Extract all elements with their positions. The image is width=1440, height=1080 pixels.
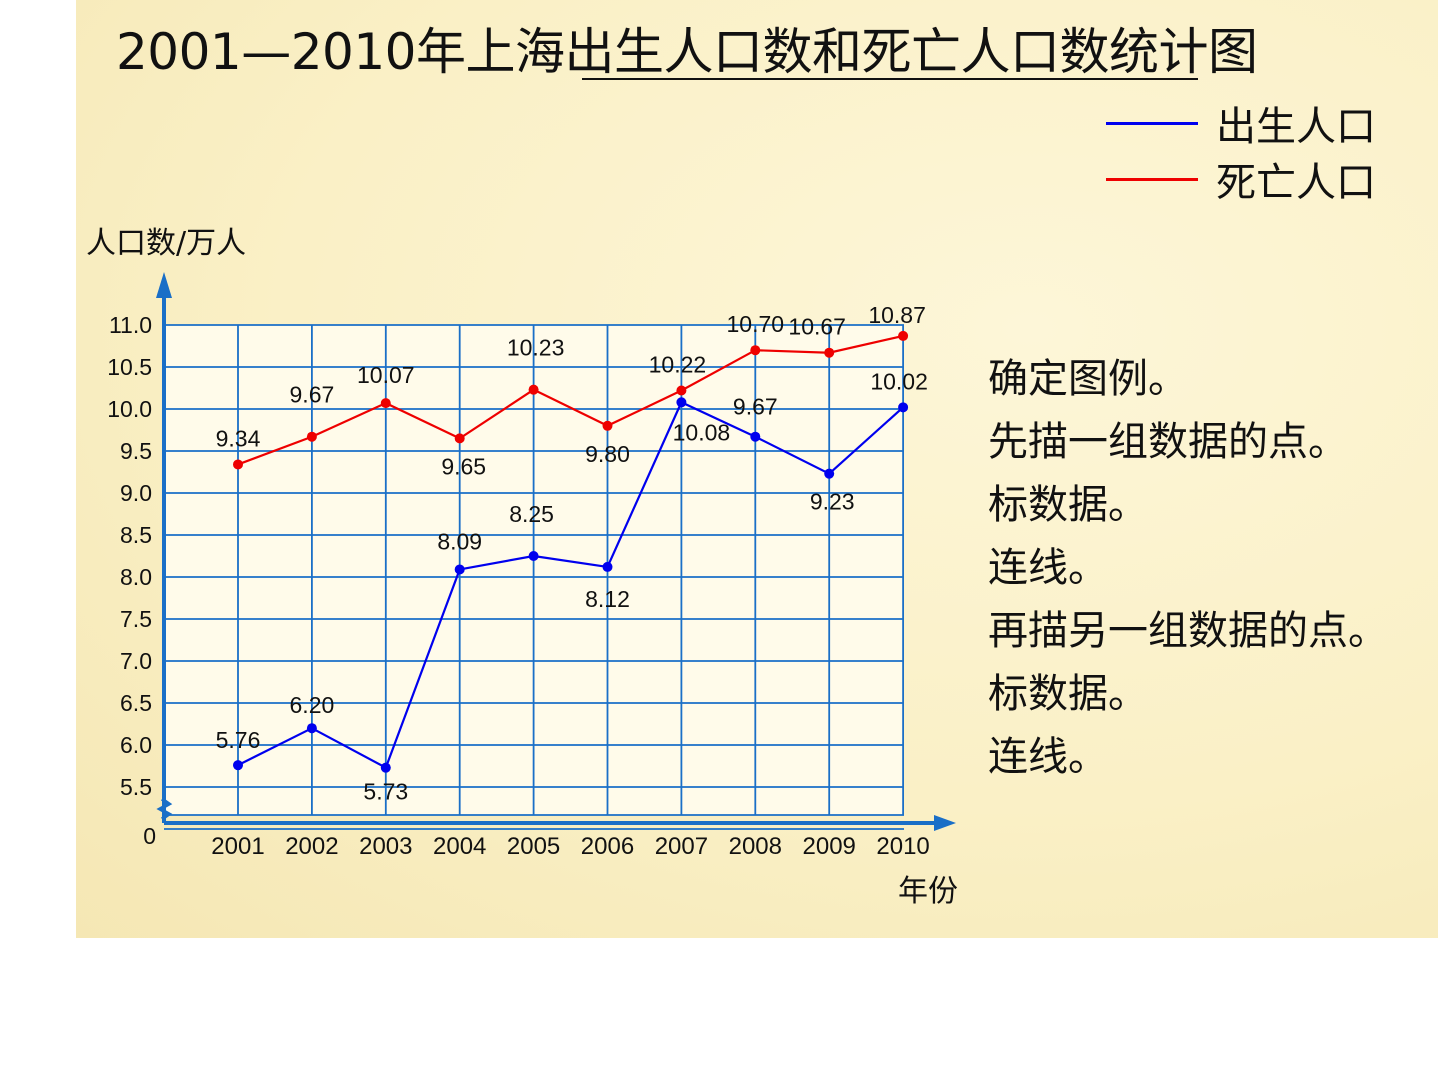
data-label-birth: 8.25 xyxy=(509,501,554,527)
y-tick-label: 7.5 xyxy=(120,606,152,632)
data-point-birth xyxy=(602,561,613,572)
series-line-death xyxy=(237,334,904,466)
line-chart: 11.0 10.5 10.0 9.5 9.0 8.5 8.0 7.5 7.0 6.5 6.0 5.5 0… xyxy=(107,272,956,860)
data-point-death xyxy=(380,398,391,409)
x-tick-label: 2010 xyxy=(876,833,929,860)
title-underline xyxy=(582,78,1198,80)
data-label-death: 9.65 xyxy=(441,453,486,479)
x-axis-label: 年份 xyxy=(898,874,958,909)
data-point-death xyxy=(750,345,761,356)
x-tick-label: 2007 xyxy=(655,833,708,860)
y-tick-label: 6.5 xyxy=(120,690,152,716)
data-label-death: 9.67 xyxy=(290,382,335,408)
step-item: 连线。 xyxy=(988,734,1108,780)
y-tick-label: 8.5 xyxy=(120,522,152,548)
y-tick-label: 10.0 xyxy=(107,396,152,422)
data-label-birth: 10.08 xyxy=(673,419,731,445)
data-label-birth: 9.67 xyxy=(733,394,778,420)
step-item: 标数据。 xyxy=(988,482,1148,528)
step-item: 先描一组数据的点。 xyxy=(988,419,1348,465)
data-label-death: 10.23 xyxy=(507,335,565,361)
x-tick-label: 2004 xyxy=(433,833,486,860)
y-axis-arrow xyxy=(156,272,172,298)
chart-title: 2001—2010年上海出生人口数和死亡人口数统计图 xyxy=(116,23,1258,81)
y-tick-label: 0 xyxy=(143,823,156,849)
data-point-death xyxy=(528,384,539,395)
data-label-birth: 6.20 xyxy=(290,692,335,718)
data-label-birth: 10.02 xyxy=(870,368,928,394)
y-tick-label: 11.0 xyxy=(109,312,152,338)
data-point-birth xyxy=(528,551,539,561)
y-tick-label: 9.5 xyxy=(120,438,152,464)
step-item: 标数据。 xyxy=(988,671,1148,717)
data-point-birth xyxy=(824,468,835,479)
data-label-death: 10.07 xyxy=(357,362,415,388)
step-item: 连线。 xyxy=(988,545,1108,591)
data-point-death xyxy=(233,459,243,470)
data-point-death xyxy=(454,433,465,444)
data-label-death: 10.70 xyxy=(727,311,785,337)
legend-label-birth: 出生人口 xyxy=(1216,104,1376,150)
data-point-death xyxy=(676,385,687,396)
step-item: 再描另一组数据的点。 xyxy=(988,608,1388,654)
x-tick-label: 2009 xyxy=(803,833,856,860)
legend-label-death: 死亡人口 xyxy=(1216,160,1376,206)
data-point-death xyxy=(824,347,835,358)
series-line-birth xyxy=(237,400,904,770)
data-point-birth xyxy=(306,723,317,734)
x-tick-label: 2001 xyxy=(211,833,264,860)
steps-list: 确定图例。 先描一组数据的点。 标数据。 连线。 再描另一组数据的点。 标数据。… xyxy=(988,348,1388,789)
data-label-birth: 5.73 xyxy=(363,779,408,805)
data-label-death: 10.87 xyxy=(868,302,926,328)
legend-line-birth xyxy=(1106,121,1198,125)
x-tick-label: 2005 xyxy=(507,833,560,860)
x-tick-label: 2006 xyxy=(581,833,634,860)
legend-line-death xyxy=(1106,177,1198,181)
data-point-death xyxy=(602,420,613,431)
data-point-birth xyxy=(898,402,909,413)
data-point-birth xyxy=(380,762,391,773)
data-label-birth: 8.09 xyxy=(437,528,482,554)
y-tick-label: 10.5 xyxy=(107,354,152,380)
legend-item-death: 死亡人口 xyxy=(1106,154,1376,206)
data-label-birth: 8.12 xyxy=(585,586,630,612)
y-axis-label: 人口数/万人 xyxy=(86,226,247,261)
x-axis-arrow xyxy=(934,815,956,831)
x-tick-label: 2008 xyxy=(729,833,782,860)
slide: 2001—2010年上海出生人口数和死亡人口数统计图 出生人口 死亡人口 人口数… xyxy=(76,0,1438,938)
x-tick-label: 2002 xyxy=(285,833,338,860)
data-label-death: 10.22 xyxy=(649,352,707,378)
data-point-birth xyxy=(750,431,761,442)
y-tick-label: 7.0 xyxy=(120,648,152,674)
data-point-birth xyxy=(233,760,243,771)
y-tick-label: 8.0 xyxy=(120,564,152,590)
data-point-birth xyxy=(676,397,687,408)
data-point-birth xyxy=(454,564,465,575)
data-point-death xyxy=(306,431,317,442)
data-label-birth: 5.76 xyxy=(216,727,261,753)
data-label-death: 9.34 xyxy=(216,425,261,451)
y-tick-label: 6.0 xyxy=(120,732,152,758)
step-item: 确定图例。 xyxy=(988,356,1188,402)
data-point-death xyxy=(898,330,909,341)
y-tick-label: 9.0 xyxy=(120,480,152,506)
axis-break-mark xyxy=(156,797,173,821)
x-tick-label: 2003 xyxy=(359,833,412,860)
data-label-birth: 9.23 xyxy=(810,489,855,515)
data-label-death: 10.67 xyxy=(788,314,846,340)
y-tick-label: 5.5 xyxy=(120,774,152,800)
data-label-death: 9.80 xyxy=(585,441,630,467)
legend-item-birth: 出生人口 xyxy=(1106,98,1376,150)
